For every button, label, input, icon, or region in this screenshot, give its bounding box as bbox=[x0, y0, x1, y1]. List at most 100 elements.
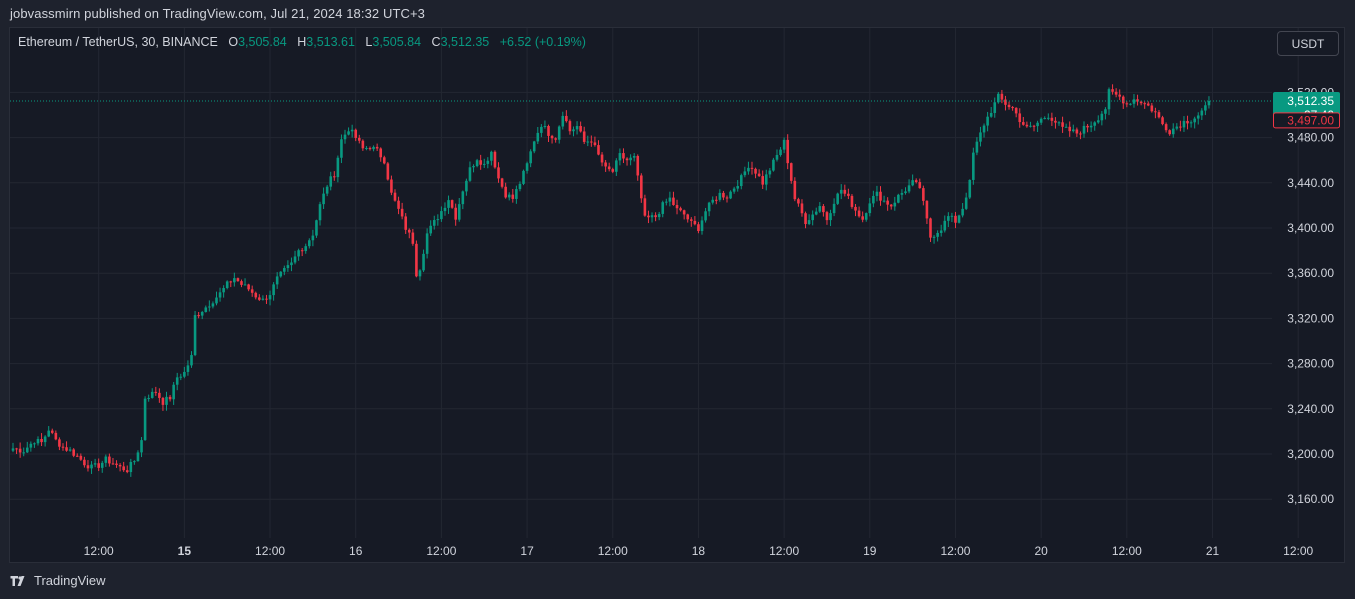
candle-body bbox=[575, 126, 579, 130]
candle-body bbox=[1093, 122, 1097, 126]
candle-body bbox=[158, 392, 161, 398]
candle-body bbox=[818, 206, 822, 212]
candle-body bbox=[543, 125, 547, 127]
candle-body bbox=[440, 211, 443, 220]
candle-body bbox=[86, 465, 90, 469]
candle-body bbox=[97, 463, 100, 468]
candle-body bbox=[229, 281, 233, 283]
candle-body bbox=[839, 189, 843, 194]
chart-panel[interactable] bbox=[9, 27, 1345, 563]
candle-body bbox=[1086, 125, 1089, 128]
time-tick-label: 12:00 bbox=[1112, 544, 1142, 558]
candle-body bbox=[1071, 129, 1075, 132]
candle-body bbox=[329, 176, 333, 187]
candle-body bbox=[747, 167, 750, 172]
candle-body bbox=[590, 141, 593, 143]
candle-body bbox=[1057, 122, 1061, 124]
time-tick-label: 12:00 bbox=[598, 544, 628, 558]
candle-body bbox=[125, 470, 129, 473]
candle-body bbox=[275, 276, 279, 285]
candle-body bbox=[322, 193, 325, 205]
candle-body bbox=[725, 197, 729, 199]
candle-body bbox=[1204, 105, 1207, 111]
candle-body bbox=[168, 396, 172, 400]
candle-body bbox=[597, 145, 600, 155]
candle-body bbox=[175, 377, 179, 385]
candle-body bbox=[1150, 105, 1154, 112]
currency-button[interactable]: USDT bbox=[1277, 31, 1339, 56]
candle-body bbox=[472, 166, 475, 168]
candle-body bbox=[911, 180, 914, 186]
candle-body bbox=[108, 456, 111, 464]
candle-body bbox=[133, 461, 136, 463]
candle-body bbox=[415, 243, 418, 277]
candle-body bbox=[361, 140, 365, 149]
candle-body bbox=[829, 213, 832, 221]
candle-body bbox=[311, 235, 315, 241]
candle-body bbox=[825, 212, 829, 221]
candle-body bbox=[425, 233, 429, 254]
candle-body bbox=[636, 155, 640, 176]
candle-body bbox=[222, 288, 225, 293]
candle-body bbox=[104, 456, 108, 463]
candle-body bbox=[65, 447, 68, 451]
candle-body bbox=[118, 464, 122, 467]
candle-body bbox=[986, 116, 989, 126]
candle-body bbox=[668, 197, 672, 202]
candle-body bbox=[832, 203, 836, 214]
open-label: O bbox=[228, 35, 239, 49]
time-tick-label: 15 bbox=[178, 544, 192, 558]
candle-body bbox=[204, 307, 208, 312]
candle-body bbox=[629, 157, 632, 161]
candle-body bbox=[561, 115, 565, 127]
candle-body bbox=[283, 268, 286, 272]
price-tags: 3,512.3527:403,497.00 bbox=[1273, 92, 1340, 129]
candle-body bbox=[868, 203, 872, 214]
candle-body bbox=[961, 208, 964, 216]
candle-body bbox=[50, 430, 54, 433]
candle-body bbox=[454, 207, 457, 220]
candle-body bbox=[172, 384, 175, 400]
candle-body bbox=[268, 295, 272, 300]
candle-body bbox=[743, 171, 747, 176]
candle-body bbox=[68, 449, 72, 451]
time-tick-label: 20 bbox=[1034, 544, 1048, 558]
candle-body bbox=[1039, 118, 1043, 123]
candle-body bbox=[479, 160, 482, 165]
candle-body bbox=[643, 198, 647, 216]
candle-body bbox=[243, 284, 247, 286]
candle-body bbox=[814, 211, 818, 215]
candle-body bbox=[200, 311, 204, 316]
candle-body bbox=[1189, 122, 1193, 124]
candle-body bbox=[786, 139, 789, 164]
time-tick-label: 12:00 bbox=[1283, 544, 1313, 558]
candle-body bbox=[993, 102, 997, 113]
candle-body bbox=[686, 214, 690, 220]
tradingview-brand[interactable]: TradingView bbox=[34, 573, 106, 588]
candle-body bbox=[211, 303, 215, 307]
price-axis: 3,160.00 3,200.00 3,240.00 3,280.00 3,320.00… bbox=[1287, 85, 1334, 506]
candle-body bbox=[943, 220, 947, 231]
candle-body bbox=[261, 298, 265, 300]
candle-body bbox=[682, 210, 686, 215]
candle-body bbox=[1004, 99, 1007, 105]
candle-body bbox=[582, 131, 586, 142]
candle-body bbox=[308, 240, 311, 247]
candle-body bbox=[879, 191, 882, 201]
tradingview-logo-icon[interactable] bbox=[10, 575, 29, 587]
candle-body bbox=[1171, 128, 1175, 135]
candle-body bbox=[1068, 126, 1072, 132]
candle-body bbox=[1025, 124, 1029, 127]
candle-body bbox=[193, 315, 197, 356]
price-tick-label: 3,440.00 bbox=[1287, 176, 1334, 190]
candle-body bbox=[964, 197, 968, 209]
candle-body bbox=[1125, 103, 1129, 105]
candle-body bbox=[875, 191, 879, 196]
candle-body bbox=[497, 167, 500, 179]
publisher-line: jobvassmirn published on TradingView.com… bbox=[10, 6, 426, 21]
chart-grid bbox=[10, 28, 1299, 538]
candle-body bbox=[482, 163, 486, 165]
candle-body bbox=[1022, 122, 1025, 125]
candle-body bbox=[61, 446, 65, 448]
